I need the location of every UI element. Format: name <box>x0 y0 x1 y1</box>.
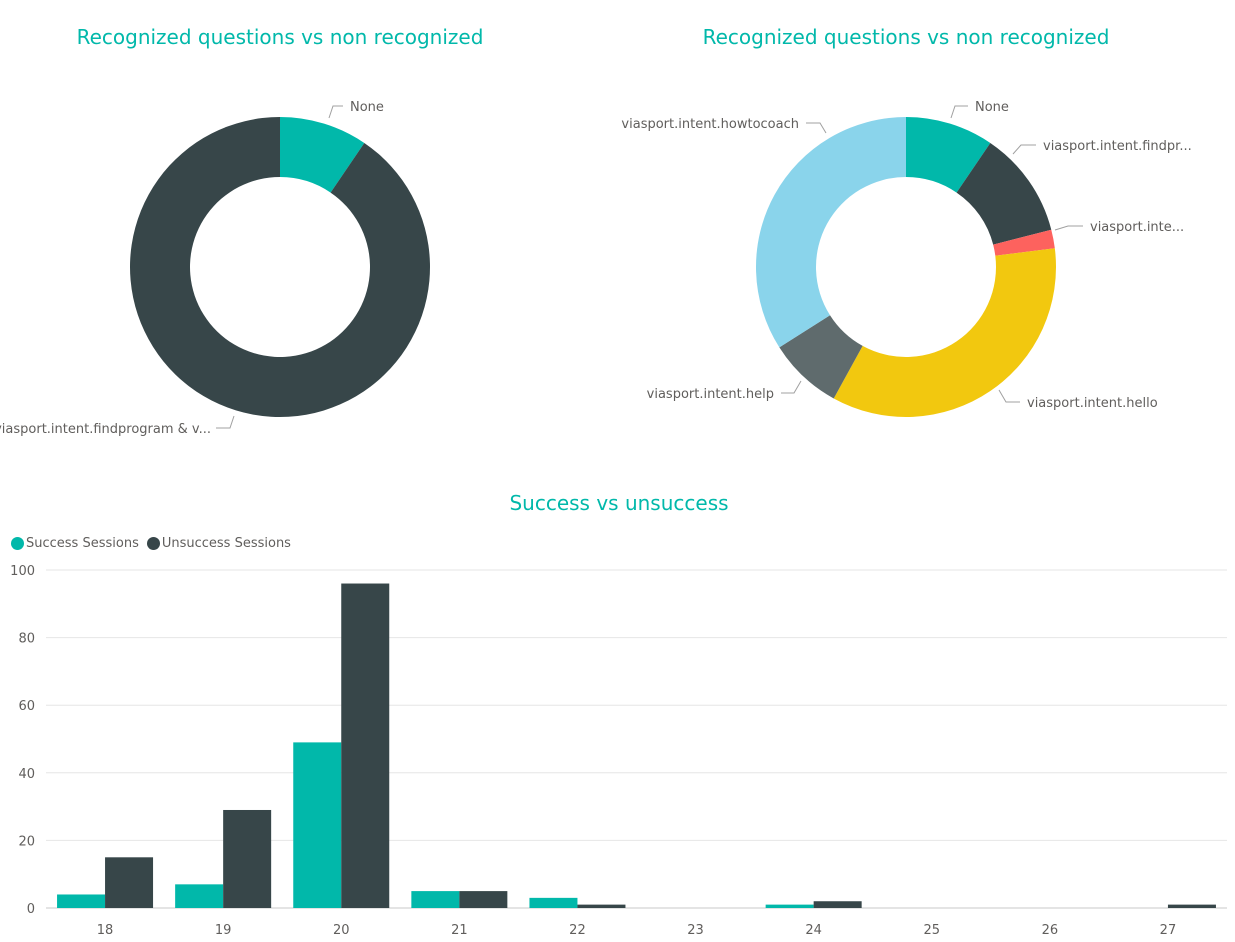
donut2-slice-1[interactable] <box>956 142 1052 245</box>
donut2-leader-line-3 <box>998 389 1020 403</box>
y-tick-label-100: 100 <box>10 564 35 579</box>
x-tick-label-25: 25 <box>923 923 940 938</box>
donut2-slice-label-5: viasport.intent.howtocoach <box>621 117 799 132</box>
donut1-slice-label-0: None <box>350 100 384 115</box>
y-tick-label-20: 20 <box>18 834 35 849</box>
bar-unsuccess-27[interactable] <box>1167 904 1216 908</box>
donut2-slice-label-2: viasport.inte... <box>1090 220 1184 235</box>
legend-success-label: Success Sessions <box>26 536 139 551</box>
donut2-slice-label-1: viasport.intent.findpr... <box>1043 139 1192 154</box>
y-tick-label-0: 0 <box>27 902 35 917</box>
donut2-slice-label-3: viasport.intent.hello <box>1027 396 1158 411</box>
x-tick-label-21: 21 <box>451 923 468 938</box>
donut2-leader-line-5 <box>806 122 827 134</box>
y-tick-label-40: 40 <box>18 767 35 782</box>
donut1-slice-1[interactable] <box>130 117 431 417</box>
donut2-slice-2[interactable] <box>993 229 1055 256</box>
donut1-slice-label-1: viasport.intent.findprogram & v... <box>0 422 211 437</box>
bar-legend: Success Sessions Unsuccess Sessions <box>11 536 299 551</box>
y-tick-label-60: 60 <box>18 699 35 714</box>
bar-unsuccess-21[interactable] <box>459 891 508 908</box>
donut2-title: Recognized questions vs non recognized <box>702 25 1110 49</box>
bar-success-22[interactable] <box>529 897 578 908</box>
donut1-leader-line-0 <box>328 105 343 119</box>
legend-success-marker <box>11 537 24 550</box>
legend-unsuccess-label: Unsuccess Sessions <box>161 536 291 551</box>
donut2-leader-line-4 <box>781 380 802 394</box>
donut2-slice-0[interactable] <box>906 117 991 193</box>
bar-unsuccess-19[interactable] <box>223 809 272 908</box>
bar-success-18[interactable] <box>57 894 106 908</box>
donut2-slice-label-0: None <box>975 100 1009 115</box>
x-tick-label-19: 19 <box>215 923 232 938</box>
bar-unsuccess-24[interactable] <box>813 901 862 908</box>
donut1-leader-line-1 <box>216 415 235 429</box>
donut2-slice-label-4: viasport.intent.help <box>647 387 774 402</box>
bar-success-24[interactable] <box>765 904 814 908</box>
x-tick-label-20: 20 <box>333 923 350 938</box>
donut1-slice-0[interactable] <box>280 117 365 193</box>
x-tick-label-27: 27 <box>1160 923 1177 938</box>
bar-success-21[interactable] <box>411 891 460 908</box>
bar-chart-title: Success vs unsuccess <box>509 491 729 515</box>
bar-unsuccess-22[interactable] <box>577 904 626 908</box>
donut2-leader-line-0 <box>950 105 968 119</box>
bar-unsuccess-20[interactable] <box>341 583 390 908</box>
donut2-leader-line-1 <box>1012 144 1036 155</box>
x-tick-label-23: 23 <box>687 923 704 938</box>
y-tick-label-80: 80 <box>18 632 35 647</box>
x-tick-label-24: 24 <box>805 923 822 938</box>
legend-item-success[interactable]: Success Sessions <box>11 536 139 551</box>
bar-success-19[interactable] <box>175 884 224 908</box>
donut2-leader-line-2 <box>1054 225 1083 231</box>
legend-unsuccess-marker <box>146 537 160 550</box>
donut-chart-recognized-1: None viasport.intent.findprogram & v... No… <box>0 100 1192 437</box>
donut2-slice-5[interactable] <box>756 116 906 348</box>
donut2-slice-4[interactable] <box>779 315 863 399</box>
donut1-title: Recognized questions vs non recognized <box>76 25 484 49</box>
x-tick-label-26: 26 <box>1042 923 1059 938</box>
bar-success-20[interactable] <box>293 742 342 908</box>
bar-unsuccess-18[interactable] <box>105 857 154 908</box>
donut2-slice-3[interactable] <box>833 248 1056 418</box>
x-tick-label-22: 22 <box>569 923 586 938</box>
x-tick-label-18: 18 <box>97 923 114 938</box>
legend-item-unsuccess[interactable]: Unsuccess Sessions <box>146 536 291 551</box>
